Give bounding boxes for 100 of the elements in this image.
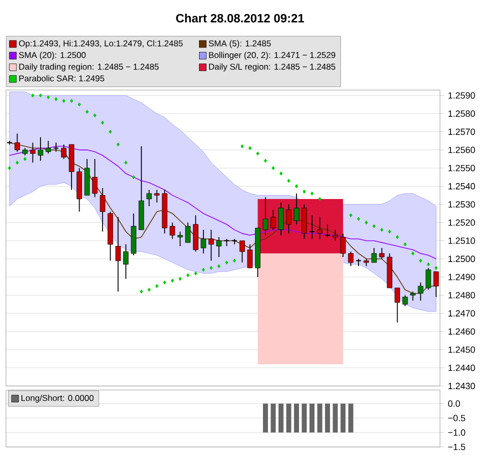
candlestick: [379, 248, 385, 260]
y-tick-label: −0.5: [448, 414, 466, 422]
point: [8, 166, 12, 170]
point: [202, 268, 205, 272]
candlestick: [177, 231, 183, 247]
candlestick: [46, 140, 51, 154]
candlestick: [262, 196, 268, 236]
candlestick: [154, 189, 160, 204]
point: [232, 258, 236, 263]
point: [248, 146, 252, 150]
candlestick: [309, 214, 315, 240]
point: [396, 235, 399, 240]
point: [426, 262, 430, 266]
y-tick-label: 1.2540: [448, 183, 475, 190]
candlestick: [92, 158, 98, 198]
point: [38, 93, 42, 98]
y-tick-label: 1.2490: [448, 274, 475, 280]
legend-label: Op:1.2493, Hi:1.2493, Lo:1.2479, Cl:1.2485: [19, 40, 183, 48]
candlestick: [115, 216, 121, 292]
candlestick: [340, 233, 346, 258]
candlestick: [433, 271, 439, 298]
candlestick: [286, 204, 292, 234]
point: [225, 260, 228, 265]
point: [349, 213, 352, 218]
point: [318, 196, 322, 201]
point: [62, 98, 66, 103]
y-tick-label: 1.2590: [448, 92, 475, 99]
point: [434, 266, 438, 270]
y-tick-label: 1.2520: [448, 219, 475, 226]
point: [287, 178, 290, 183]
y-tick-label: 1.2570: [448, 128, 475, 135]
candlestick: [240, 240, 245, 263]
point: [357, 216, 360, 221]
y-tick-label: 1.2430: [448, 382, 475, 390]
legend-label: Long/Short: 0.0000: [21, 394, 94, 403]
point: [70, 98, 74, 103]
y-tick-label: 1.2460: [448, 328, 475, 335]
point: [93, 113, 96, 118]
candlestick: [294, 193, 300, 225]
candlestick: [208, 229, 214, 262]
candlestick: [146, 189, 152, 207]
point: [264, 158, 268, 163]
point: [388, 230, 392, 234]
point: [86, 110, 89, 114]
point: [155, 284, 158, 288]
point: [101, 120, 104, 125]
y-tick-label: 1.2500: [448, 256, 475, 262]
candlestick: [100, 188, 106, 232]
candlestick: [410, 291, 416, 302]
candlestick: [14, 133, 20, 152]
chart-title: Chart 28.08.2012 09:21: [176, 14, 304, 22]
point: [148, 288, 151, 292]
point: [310, 192, 314, 196]
candlestick: [30, 142, 36, 164]
point: [240, 144, 244, 148]
candlestick: [224, 238, 230, 247]
y-tick-label: 1.2550: [448, 164, 475, 172]
point: [210, 266, 213, 270]
point: [108, 130, 112, 134]
point: [54, 97, 58, 102]
candlestick: [317, 216, 322, 240]
candlestick: [170, 222, 176, 240]
point: [23, 156, 27, 161]
candlestick: [371, 248, 377, 263]
point: [178, 276, 182, 281]
candlestick: [270, 209, 276, 230]
y-tick-label: 1.2470: [448, 310, 475, 317]
candlestick: [324, 224, 331, 238]
point: [256, 152, 260, 156]
candlestick: [185, 222, 191, 243]
candlestick: [356, 258, 362, 267]
point: [78, 102, 81, 107]
candlestick: [53, 142, 60, 152]
point: [294, 184, 298, 188]
candlestick: [402, 294, 408, 307]
y-tick-label: −1.5: [448, 444, 466, 450]
point: [31, 93, 34, 98]
point: [372, 224, 376, 228]
candlestick: [394, 287, 400, 323]
point: [124, 160, 128, 165]
legend-label: Parabolic SAR: 1.2495: [19, 75, 104, 82]
point: [170, 278, 174, 283]
point: [411, 251, 414, 256]
point: [194, 271, 198, 276]
point: [419, 258, 422, 263]
legend-label: SMA (5): 1.2485: [208, 40, 271, 48]
candlestick: [332, 229, 338, 242]
y-tick-label: 1.2440: [448, 364, 475, 372]
y-tick-label: 1.2530: [448, 201, 475, 208]
candlestick: [38, 136, 44, 162]
candlestick: [418, 282, 424, 302]
point: [132, 175, 136, 180]
y-tick-label: 1.2450: [448, 346, 475, 353]
y-tick-label: 1.2510: [448, 238, 475, 244]
point: [116, 142, 120, 146]
point: [302, 190, 306, 194]
point: [272, 166, 275, 170]
point: [404, 242, 407, 246]
candlestick: [216, 236, 222, 258]
y-tick-label: 1.2480: [448, 292, 475, 298]
